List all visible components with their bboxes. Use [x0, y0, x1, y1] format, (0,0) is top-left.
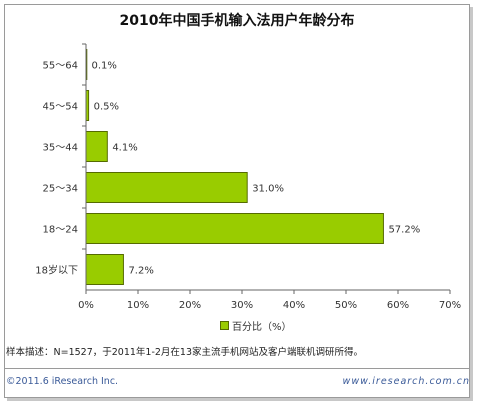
data-label: 4.1%	[112, 143, 137, 154]
data-label: 7.2%	[128, 266, 153, 277]
bar	[85, 254, 124, 285]
x-tick-label: 20%	[179, 300, 201, 311]
bar	[85, 213, 384, 244]
x-tick-label: 10%	[127, 300, 149, 311]
x-tick-label: 60%	[387, 300, 409, 311]
y-tick-label: 35～44	[43, 143, 78, 154]
data-label: 0.1%	[92, 61, 117, 72]
data-label: 31.0%	[252, 184, 284, 195]
y-tick-label: 25～34	[43, 184, 78, 195]
bar	[85, 131, 108, 162]
x-tick-label: 30%	[231, 300, 253, 311]
sample-note: 样本描述：N=1527，于2011年1-2月在13家主流手机网站及客户端联机调研…	[6, 347, 364, 358]
x-tick-label: 40%	[283, 300, 305, 311]
x-tick-label: 50%	[335, 300, 357, 311]
y-tick-label: 45～54	[43, 102, 78, 113]
legend-swatch	[220, 321, 229, 330]
bar	[85, 172, 248, 203]
y-tick-label: 55～64	[43, 61, 78, 72]
x-tick-label: 0%	[78, 300, 94, 311]
footer-divider	[5, 368, 470, 369]
data-label: 57.2%	[388, 225, 420, 236]
legend-label: 百分比（%）	[232, 322, 292, 333]
y-tick-label: 18岁以下	[35, 264, 78, 277]
chart-title: 2010年中国手机输入法用户年龄分布	[119, 13, 355, 29]
website-link[interactable]: www.iresearch.com.cn	[342, 376, 470, 387]
legend: 百分比（%）	[220, 318, 292, 333]
copyright-text: ©2011.6 iResearch Inc.	[6, 376, 119, 387]
data-label: 0.5%	[94, 102, 119, 113]
x-tick-label: 70%	[439, 300, 461, 311]
y-tick-label: 18～24	[43, 225, 78, 236]
